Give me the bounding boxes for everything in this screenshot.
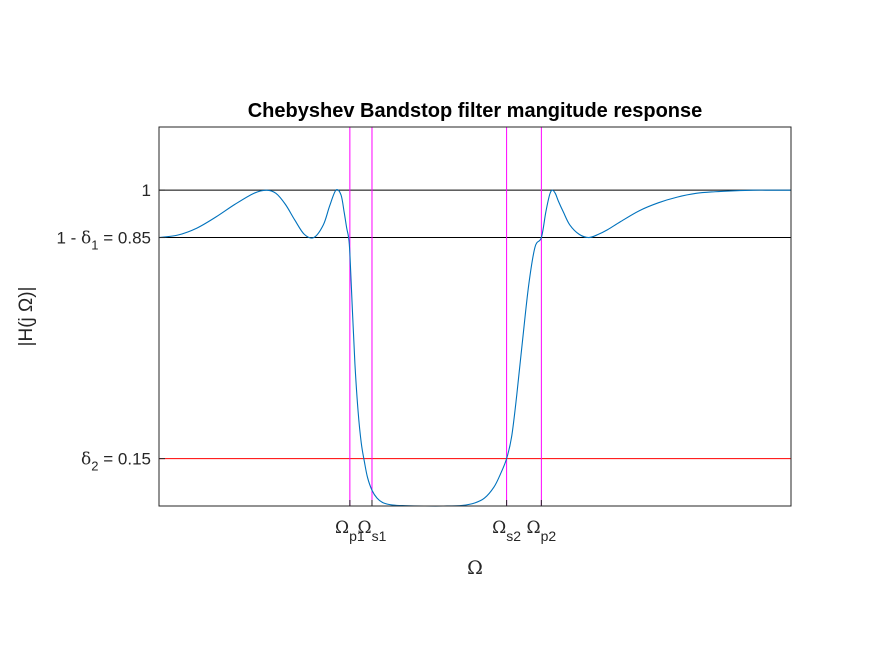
plot-area [158, 126, 792, 507]
y-tick-label: δ2 = 0.15 [81, 450, 151, 474]
y-tick-labels: δ2 = 0.15 1 - δ1 = 0.85 1 [56, 181, 165, 474]
x-tick-label: Ωs2 [492, 518, 521, 544]
y-axis-label: |H(j Ω)| [16, 287, 37, 347]
plot-frame [158, 126, 792, 507]
x-tick-label: Ωp2 [527, 518, 557, 544]
x-tick-label: Ωs1 [358, 518, 387, 544]
y-tick-label: 1 - δ1 = 0.85 [56, 229, 151, 253]
y-tick-label: 1 [142, 181, 151, 200]
reference-lines [159, 127, 791, 506]
chart-title: Chebyshev Bandstop filter mangitude resp… [248, 100, 703, 122]
axes-box [158, 126, 792, 507]
x-tick-label: Ωp1 [335, 518, 365, 544]
x-axis-label: Ω [467, 557, 483, 579]
